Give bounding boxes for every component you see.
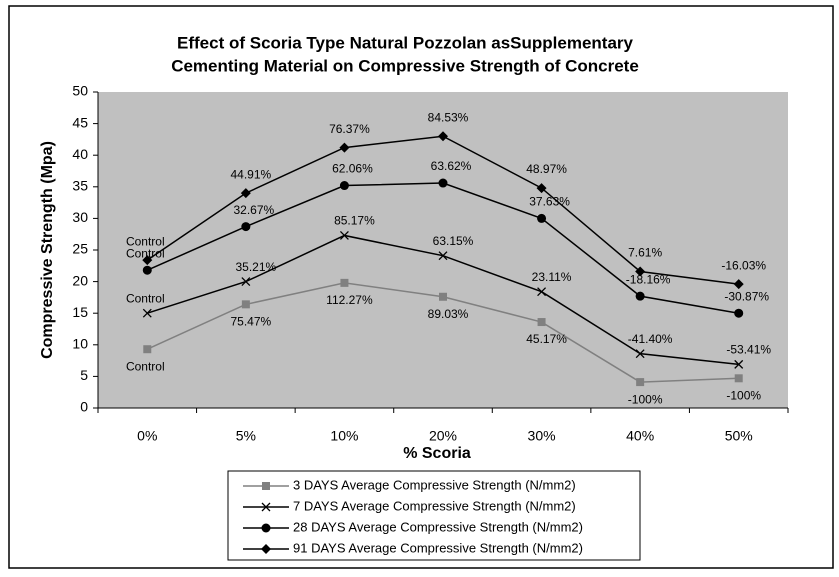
x-tick-label: 50%	[725, 428, 753, 444]
y-tick-label: 50	[72, 83, 88, 99]
data-point	[142, 255, 153, 266]
data-label: 63.15%	[433, 234, 474, 248]
x-tick-label: 30%	[528, 428, 556, 444]
data-label: 45.17%	[526, 332, 567, 346]
legend-label: 91 DAYS Average Compressive Strength (N/…	[293, 540, 583, 555]
data-label: 32.67%	[234, 203, 275, 217]
data-point	[635, 291, 645, 301]
data-point	[439, 292, 447, 301]
data-point	[142, 308, 152, 318]
data-label: Control	[126, 291, 165, 305]
data-point	[537, 287, 547, 297]
data-point	[733, 279, 744, 290]
data-label: -100%	[726, 388, 761, 402]
data-point	[537, 213, 547, 223]
x-axis-title: % Scoria	[403, 445, 471, 462]
data-point	[734, 374, 743, 383]
data-point	[339, 142, 350, 153]
data-label: 62.06%	[332, 162, 373, 176]
data-label: Control	[126, 246, 165, 260]
data-label: Control	[126, 234, 165, 248]
y-tick-label: 0	[80, 399, 88, 415]
data-label: 35.21%	[236, 260, 277, 274]
y-tick-label: 30	[72, 209, 88, 225]
y-tick-label: 25	[72, 241, 88, 257]
data-point	[240, 188, 251, 199]
data-label: 75.47%	[231, 315, 272, 329]
data-label: -16.03%	[721, 258, 766, 272]
data-point	[734, 308, 744, 318]
data-point	[241, 222, 251, 232]
data-label: 85.17%	[334, 214, 375, 228]
data-point	[142, 265, 152, 275]
data-label: -53.41%	[726, 343, 771, 357]
data-point	[339, 181, 349, 191]
y-tick-label: 40	[72, 146, 88, 162]
plot-area	[98, 92, 788, 408]
data-label: 48.97%	[526, 162, 567, 176]
data-point	[536, 183, 547, 194]
y-tick-label: 5	[80, 367, 88, 383]
x-tick-label: 5%	[236, 428, 256, 444]
data-label: 44.91%	[231, 167, 272, 181]
data-label: 63.62%	[431, 159, 472, 173]
legend-label: 28 DAYS Average Compressive Strength (N/…	[293, 519, 583, 534]
legend-marker	[262, 482, 270, 490]
data-label: -100%	[628, 392, 663, 406]
data-point	[537, 318, 546, 327]
data-point	[438, 131, 448, 142]
data-point	[340, 278, 349, 287]
data-point	[636, 378, 645, 387]
y-tick-label: 35	[72, 178, 88, 194]
data-label: -18.16%	[626, 272, 671, 286]
legend-marker	[261, 544, 271, 554]
y-tick-label: 10	[72, 336, 88, 352]
data-point	[635, 349, 645, 359]
data-label: 89.03%	[428, 307, 469, 321]
data-point	[438, 251, 448, 261]
data-label: 84.53%	[428, 110, 469, 124]
y-tick-label: 20	[72, 272, 88, 288]
chart-title: Effect of Scoria Type Natural Pozzolan a…	[177, 33, 634, 52]
x-tick-label: 10%	[330, 428, 358, 444]
y-axis-title: Compressive Strength (Mpa)	[39, 141, 56, 359]
data-point	[734, 359, 744, 369]
legend	[227, 470, 641, 561]
data-point	[438, 178, 448, 188]
data-point	[241, 300, 250, 309]
legend-marker	[261, 523, 271, 533]
y-tick-label: 45	[72, 114, 88, 130]
x-tick-label: 20%	[429, 428, 457, 444]
legend-label: 7 DAYS Average Compressive Strength (N/m…	[293, 498, 576, 513]
data-label: 112.27%	[326, 293, 373, 307]
x-tick-label: 40%	[626, 428, 654, 444]
legend-marker	[261, 502, 271, 512]
data-point	[143, 345, 152, 354]
data-point	[339, 231, 349, 240]
x-tick-label: 0%	[137, 428, 157, 444]
data-label: Control	[126, 359, 165, 373]
data-label: -30.87%	[724, 289, 769, 303]
data-label: -41.40%	[628, 332, 673, 346]
data-label: 7.61%	[628, 246, 662, 260]
data-point	[635, 266, 646, 277]
y-tick-label: 15	[72, 304, 88, 320]
data-label: 76.37%	[329, 122, 370, 136]
data-label: 37.63%	[529, 195, 570, 209]
chart-title: Cementing Material on Compressive Streng…	[171, 56, 639, 75]
data-point	[241, 277, 251, 287]
legend-label: 3 DAYS Average Compressive Strength (N/m…	[293, 477, 576, 492]
data-label: 23.11%	[532, 270, 572, 284]
